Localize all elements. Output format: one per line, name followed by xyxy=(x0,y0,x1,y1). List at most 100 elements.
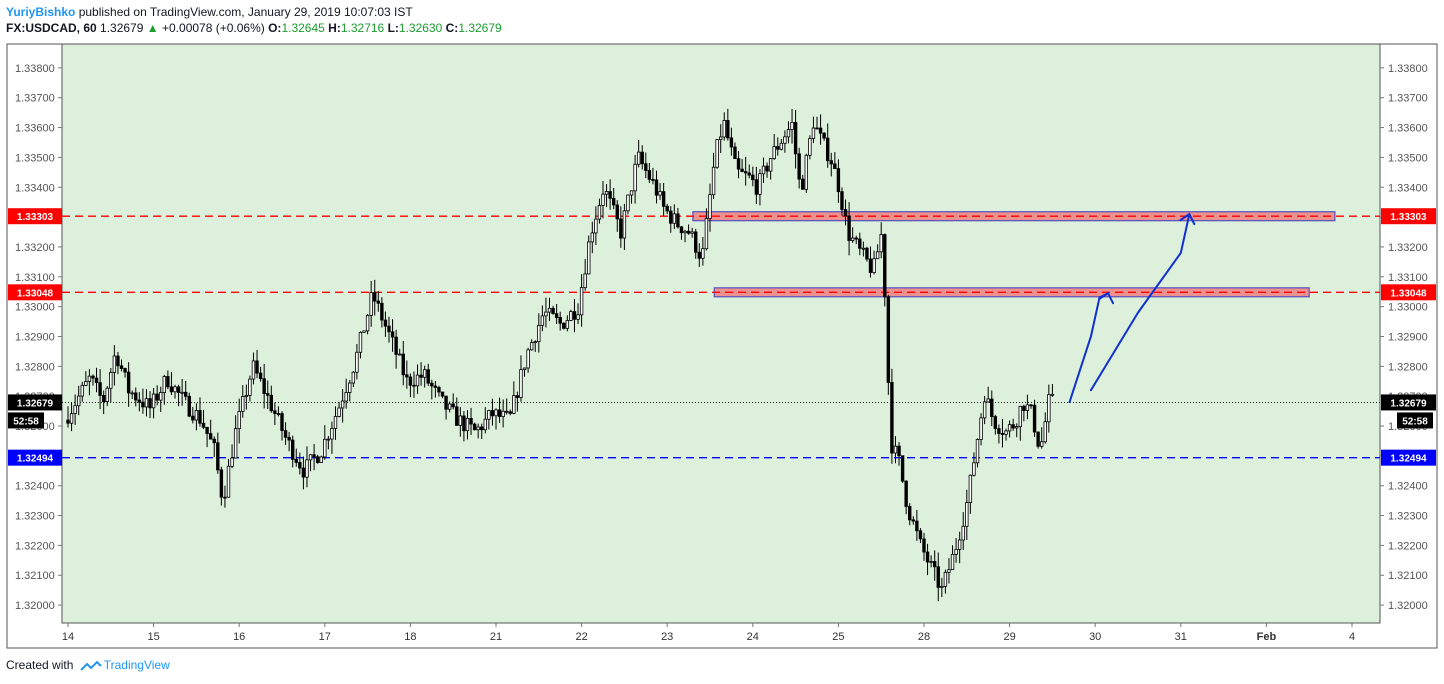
candle-body xyxy=(1007,424,1012,432)
x-tick-label: 17 xyxy=(319,631,331,643)
candle-body xyxy=(248,378,252,396)
candle-body xyxy=(626,194,630,212)
candle-body xyxy=(387,325,391,333)
candle-body xyxy=(993,416,998,429)
candle-body xyxy=(522,367,527,371)
level-price-tag-left: 1.33048 xyxy=(17,288,54,299)
candle-body xyxy=(765,165,769,172)
candle-body xyxy=(159,392,163,401)
level-price-tag-right: 1.32494 xyxy=(1390,454,1427,465)
candle-body xyxy=(187,395,191,417)
candle-body xyxy=(776,146,780,150)
level-price-tag-right-bg xyxy=(1381,449,1436,466)
y-tick-label-right: 1.32300 xyxy=(1388,511,1428,523)
candle-body xyxy=(497,409,502,417)
author-link[interactable]: YuriyBishko xyxy=(6,5,76,19)
candle-body xyxy=(216,442,220,471)
candle-body xyxy=(615,204,619,220)
y-tick-label-right: 1.33200 xyxy=(1388,242,1428,254)
candle-body xyxy=(690,231,694,234)
candle-body xyxy=(373,292,377,302)
candle-body xyxy=(854,237,858,240)
arrow-head-icon xyxy=(1179,212,1196,226)
candle-body xyxy=(772,146,776,160)
price-labels-layer: 1.33303 1.33303 1.33048 1.33048 1.32494 1.324… xyxy=(8,208,1436,466)
candle-body xyxy=(465,417,470,432)
candle-body xyxy=(676,213,680,228)
candle-body xyxy=(212,438,216,444)
candle-body xyxy=(1029,404,1033,407)
level-price-tag-right: 1.33048 xyxy=(1390,288,1427,299)
candle-body xyxy=(405,374,409,378)
candle-body xyxy=(458,415,463,426)
x-tick-label: 30 xyxy=(1089,631,1101,643)
candle-body xyxy=(415,374,420,387)
candle-body xyxy=(176,386,181,393)
chart-header: YuriyBishko published on TradingView.com… xyxy=(6,4,502,36)
candle-body xyxy=(936,566,940,588)
candle-body xyxy=(786,129,791,138)
candle-body xyxy=(733,146,737,160)
current-price-tag-left: 1.32679 xyxy=(17,398,54,409)
candle-body xyxy=(1043,421,1047,443)
candle-body xyxy=(868,258,873,273)
candle-body xyxy=(440,391,445,397)
candle-body xyxy=(686,230,691,234)
candle-body xyxy=(262,378,266,394)
candle-body xyxy=(301,467,306,478)
time-axis[interactable]: 14 15 16 17 18 21 22 23 24 25 28 29 30 31 Feb 4 xyxy=(62,623,1355,643)
candle-body xyxy=(822,132,826,139)
candle-body xyxy=(897,445,901,457)
x-tick-label: 4 xyxy=(1349,631,1355,643)
x-tick-label: 29 xyxy=(1003,631,1015,643)
y-tick-label-left: 1.33200 xyxy=(15,242,55,254)
candle-body xyxy=(608,191,612,199)
candle-body xyxy=(965,502,969,527)
candle-body xyxy=(783,136,787,144)
candle-body xyxy=(337,407,341,417)
candle-body xyxy=(205,426,209,434)
y-tick-label-right: 1.32000 xyxy=(1388,600,1428,612)
candle-body xyxy=(1040,441,1044,447)
candle-body xyxy=(957,539,962,550)
candle-body xyxy=(422,369,427,378)
candle-body xyxy=(768,158,773,172)
candle-body xyxy=(904,480,908,507)
candle-body xyxy=(312,454,316,458)
candle-body xyxy=(255,360,259,374)
candle-body xyxy=(669,210,673,224)
candle-body xyxy=(109,372,113,389)
up-arrow-icon: ▲ xyxy=(146,21,159,35)
candle-body xyxy=(826,137,830,162)
candle-body xyxy=(883,234,887,298)
candle-body xyxy=(547,307,552,313)
candle-body xyxy=(258,372,263,380)
candle-body xyxy=(494,409,498,417)
y-tick-label-right: 1.33800 xyxy=(1388,63,1428,75)
current-price-tag-left-bg xyxy=(8,394,62,411)
candle-body xyxy=(654,179,659,196)
arrow-head-icon xyxy=(1098,291,1115,305)
y-tick-label-right: 1.32800 xyxy=(1388,361,1428,373)
candle-body xyxy=(362,330,366,333)
x-tick-label: 21 xyxy=(490,631,502,643)
candle-body xyxy=(276,413,281,415)
y-tick-label-right: 1.32900 xyxy=(1388,331,1428,343)
y-tick-label-left: 1.33800 xyxy=(15,63,55,75)
candle-body xyxy=(940,585,944,588)
candle-body xyxy=(237,411,241,430)
y-tick-label-left: 1.33600 xyxy=(15,123,55,135)
candle-body xyxy=(633,163,637,192)
candle-body xyxy=(455,406,459,426)
tradingview-brand-link[interactable]: TradingView xyxy=(103,658,170,672)
candle-body xyxy=(908,506,912,521)
candle-body xyxy=(419,374,423,378)
candle-body xyxy=(982,401,987,419)
close-label: C: xyxy=(445,21,459,35)
candle-body xyxy=(736,158,741,170)
y-tick-label-left: 1.32300 xyxy=(15,511,55,523)
candle-body xyxy=(430,382,434,387)
candle-body xyxy=(134,392,138,401)
candle-body xyxy=(280,413,284,431)
